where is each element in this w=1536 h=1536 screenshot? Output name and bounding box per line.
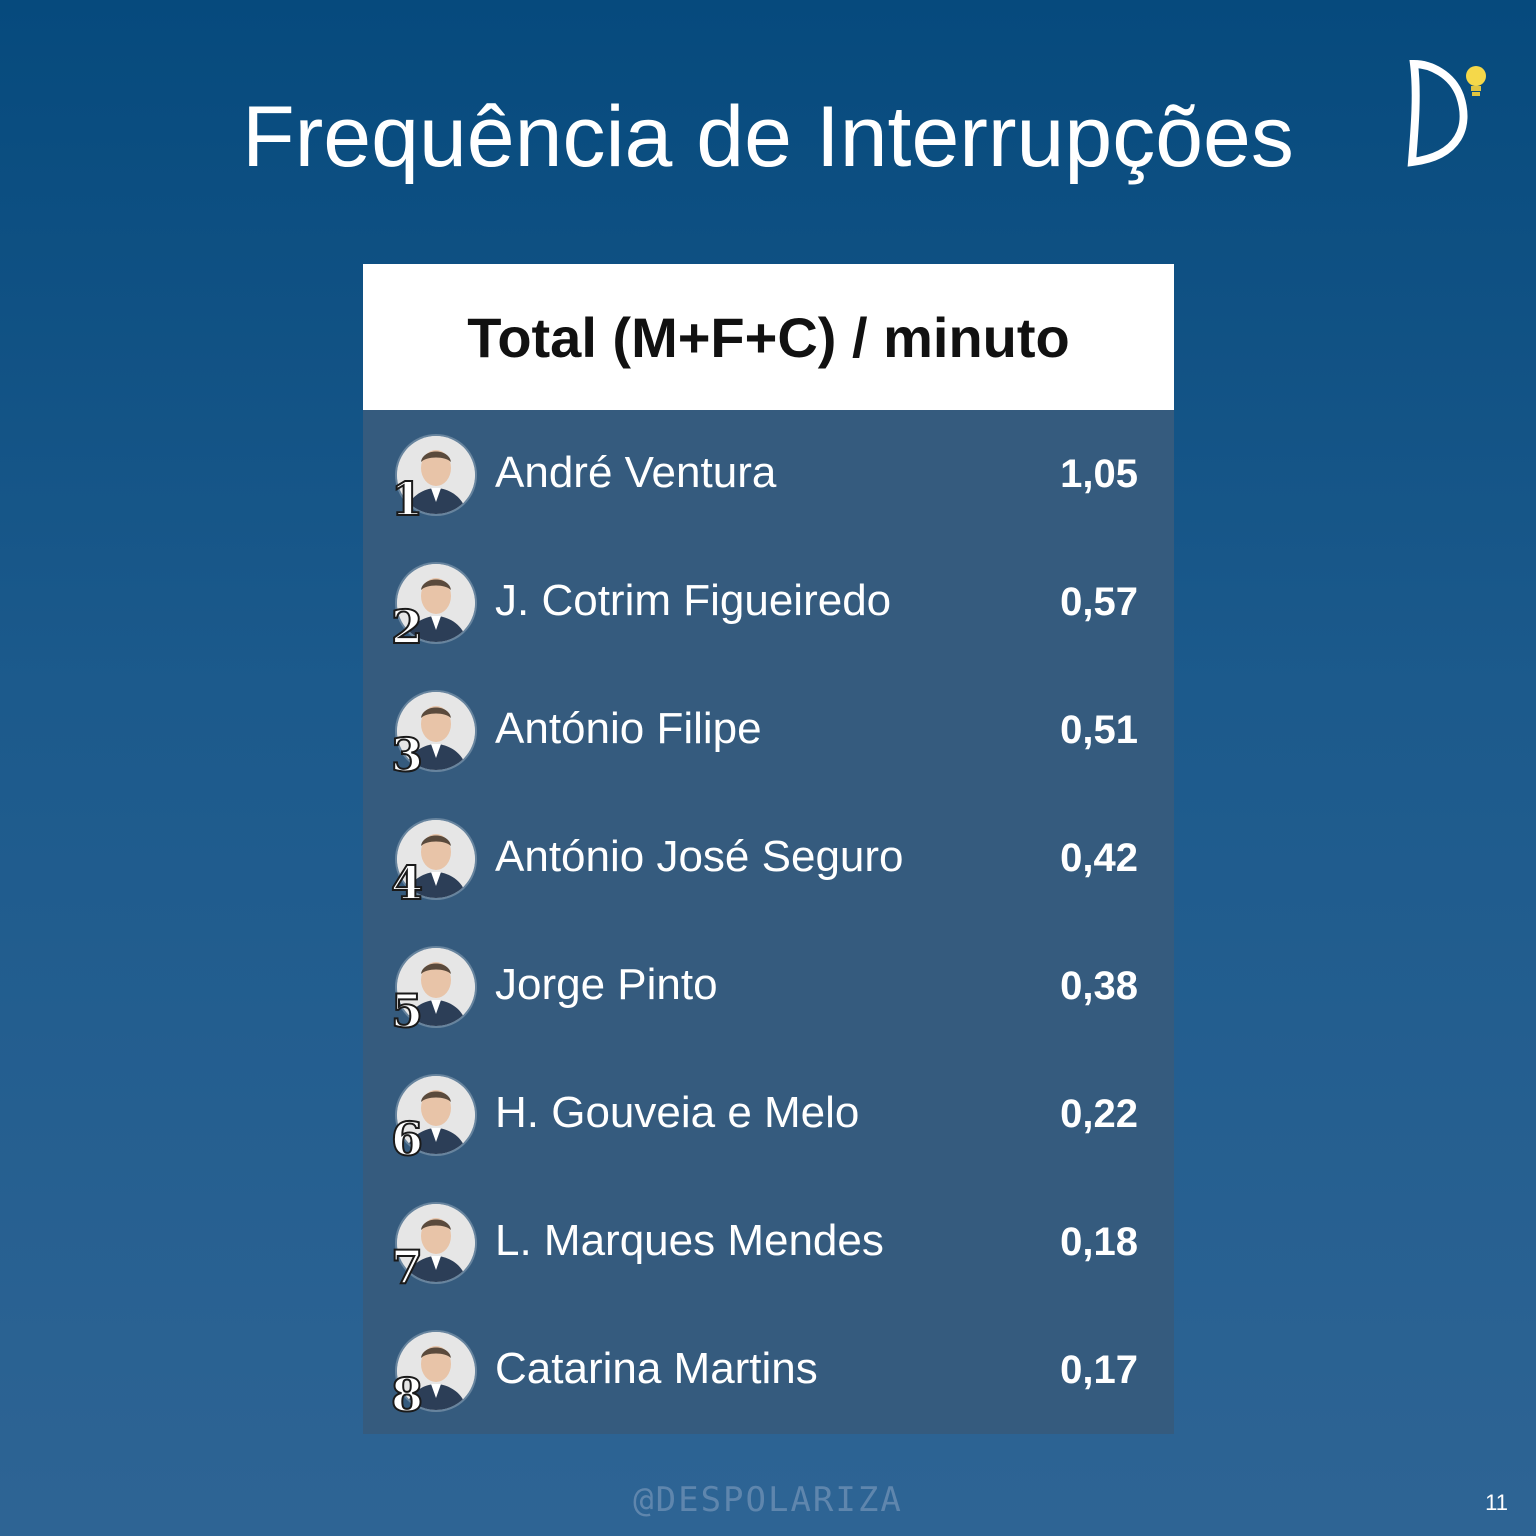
interruption-rate: 0,22 [1060, 1092, 1138, 1136]
interruption-rate: 1,05 [1060, 452, 1138, 496]
table-row: 6 H. Gouveia e Melo 0,22 [363, 1050, 1174, 1178]
rank-number: 4 [390, 855, 424, 911]
candidate-name: J. Cotrim Figueiredo [495, 576, 892, 625]
candidate-name: Catarina Martins [495, 1344, 818, 1393]
interruption-rate: 0,38 [1060, 964, 1138, 1008]
table-row: 1 André Ventura 1,05 [363, 410, 1174, 538]
table-row: 7 L. Marques Mendes 0,18 [363, 1178, 1174, 1306]
portrait-icon [397, 564, 475, 642]
rank-number: 8 [390, 1367, 424, 1423]
table-row: 3 António Filipe 0,51 [363, 666, 1174, 794]
candidate-name: L. Marques Mendes [495, 1216, 884, 1265]
candidate-name: H. Gouveia e Melo [495, 1088, 860, 1137]
footer-handle: @DESPOLARIZA [633, 1480, 903, 1520]
table-row: 5 Jorge Pinto 0,38 [363, 922, 1174, 1050]
candidate-name: Jorge Pinto [495, 960, 718, 1009]
page-number: 11 [1485, 1490, 1508, 1515]
table-header: Total (M+F+C) / minuto [363, 264, 1174, 410]
portrait-icon [397, 436, 475, 514]
candidate-name: António José Seguro [495, 832, 904, 881]
rank-number: 3 [390, 727, 424, 783]
interruption-rate: 0,17 [1060, 1348, 1138, 1392]
rank-number: 1 [390, 471, 424, 527]
interruption-rate: 0,18 [1060, 1220, 1138, 1264]
portrait-icon [397, 692, 475, 770]
table-row: 4 António José Seguro 0,42 [363, 794, 1174, 922]
lightbulb-icon [1407, 59, 1486, 167]
rank-number: 7 [390, 1239, 424, 1295]
table-body: 1 André Ventura 1,05 2 J. Cotrim Figueiredo 0… [363, 410, 1174, 1434]
portrait-icon [397, 1204, 475, 1282]
interruption-rate: 0,51 [1060, 708, 1138, 752]
candidate-name: António Filipe [495, 704, 762, 753]
table-row: 8 Catarina Martins 0,17 [363, 1306, 1174, 1434]
portrait-icon [397, 1076, 475, 1154]
portrait-icon [397, 1332, 475, 1410]
rank-number: 2 [390, 599, 424, 655]
portrait-icon [397, 820, 475, 898]
candidate-name: André Ventura [495, 448, 777, 497]
table-row: 2 J. Cotrim Figueiredo 0,57 [363, 538, 1174, 666]
interruption-rate: 0,57 [1060, 580, 1138, 624]
interruption-rate: 0,42 [1060, 836, 1138, 880]
rank-number: 6 [390, 1111, 424, 1167]
brand-logo [1400, 56, 1500, 176]
page-title: Frequência de Interrupções [242, 89, 1294, 185]
portrait-icon [397, 948, 475, 1026]
ranking-table: Total (M+F+C) / minuto 1 André Ventura 1,0… [363, 264, 1174, 1434]
rank-number: 5 [390, 983, 424, 1039]
